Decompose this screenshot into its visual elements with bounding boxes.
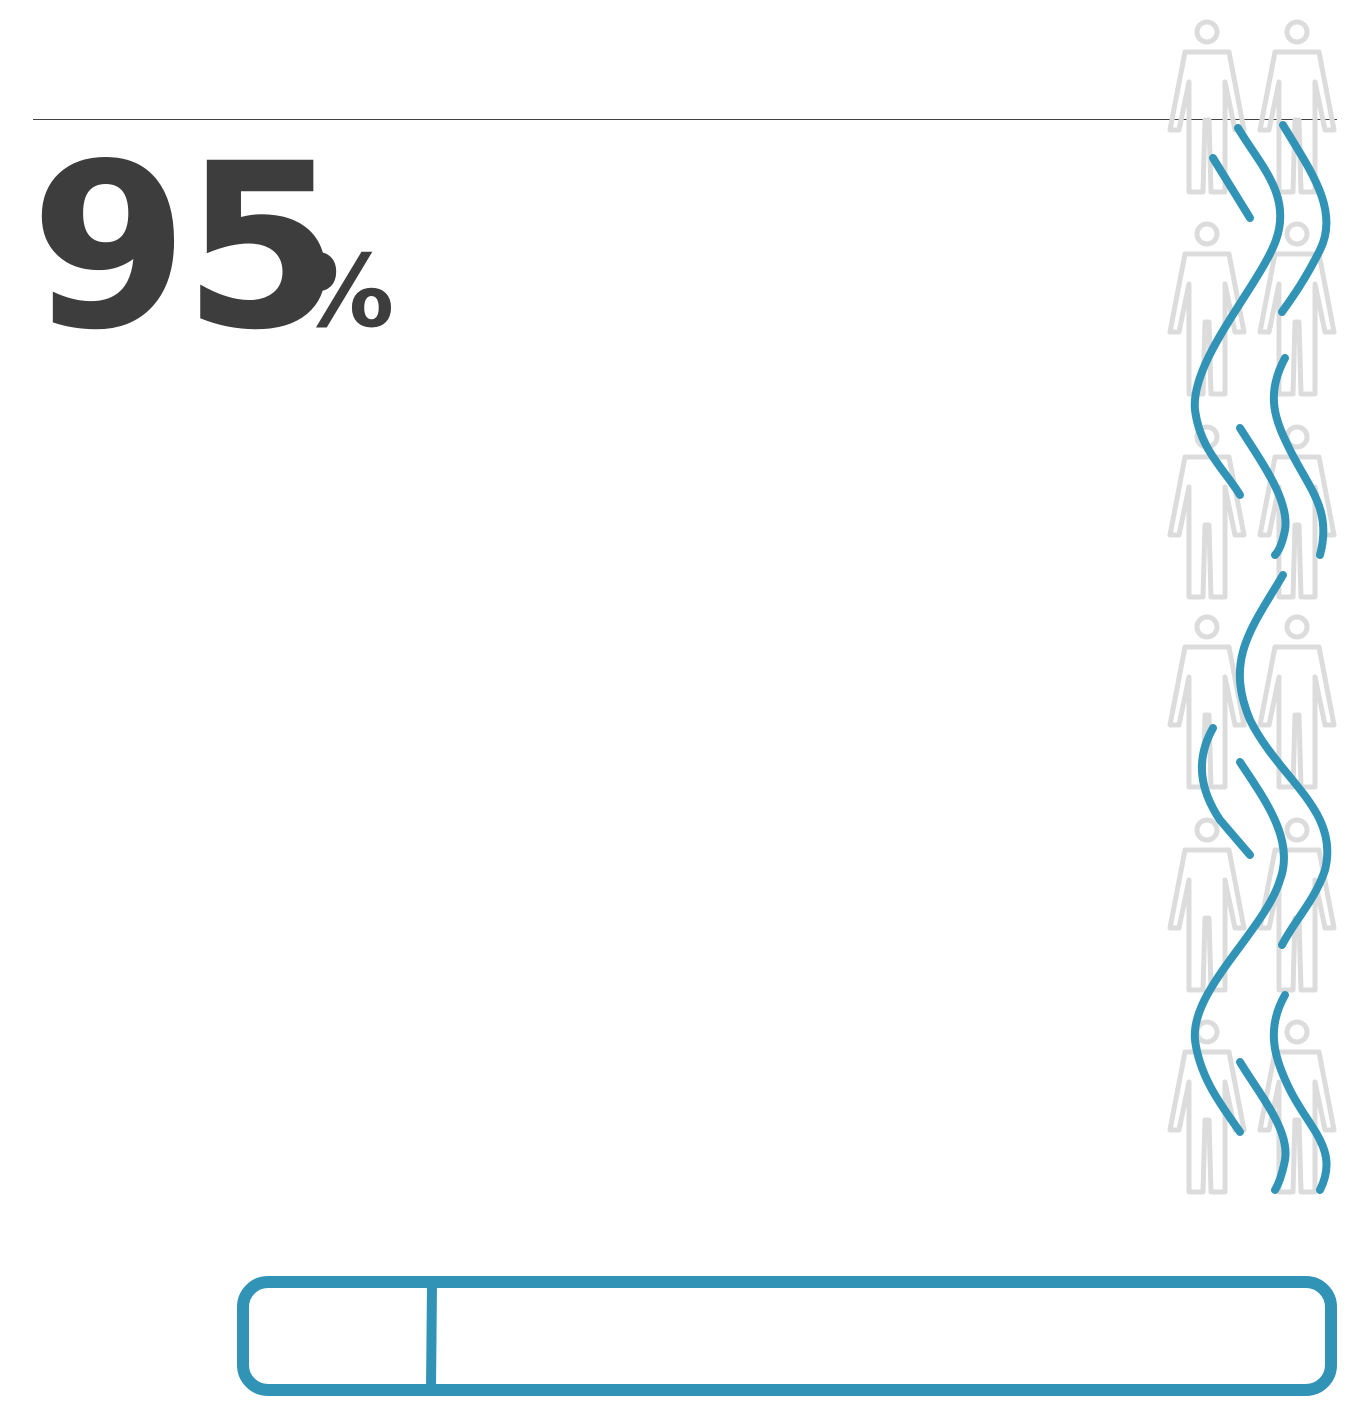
wave — [1236, 1058, 1290, 1194]
person-icon — [1167, 1019, 1247, 1195]
icon-body — [1167, 49, 1247, 195]
icon-head — [1284, 614, 1310, 640]
person-icon — [1167, 817, 1247, 993]
icon-head — [1284, 817, 1310, 843]
stat-unit: % — [294, 233, 394, 350]
icon-head — [1194, 614, 1220, 640]
wave — [1236, 424, 1290, 559]
icon-head — [1194, 221, 1220, 247]
wave — [1235, 571, 1332, 949]
stat-value: 95 — [30, 114, 335, 380]
icon-body — [1257, 251, 1337, 397]
icon-head — [1194, 19, 1220, 45]
icon-body — [1257, 644, 1337, 790]
wave — [1269, 354, 1328, 559]
wave — [1190, 758, 1288, 1136]
wave — [1269, 991, 1331, 1194]
icon-body — [1167, 847, 1247, 993]
icon-head — [1194, 1019, 1220, 1045]
icon-head — [1284, 19, 1310, 45]
person-icon — [1257, 614, 1337, 790]
wave — [1197, 724, 1254, 859]
wave — [1278, 121, 1331, 316]
person-icon — [1167, 221, 1247, 397]
icon-body — [1167, 251, 1247, 397]
person-icon — [1257, 19, 1337, 195]
progress-frame — [237, 1276, 1337, 1396]
icon-body — [1167, 644, 1247, 790]
progress-divider — [426, 1283, 437, 1391]
icon-body — [1257, 454, 1337, 600]
icon-head — [1194, 817, 1220, 843]
person-icon — [1167, 614, 1247, 790]
icon-body — [1167, 454, 1247, 600]
icon-head — [1284, 221, 1310, 247]
icon-body — [1257, 49, 1337, 195]
icon-head — [1284, 1019, 1310, 1045]
wave — [1190, 124, 1285, 499]
waves — [1190, 121, 1332, 1194]
person-icon — [1257, 221, 1337, 397]
person-icon — [1167, 19, 1247, 195]
wave — [1209, 154, 1254, 222]
